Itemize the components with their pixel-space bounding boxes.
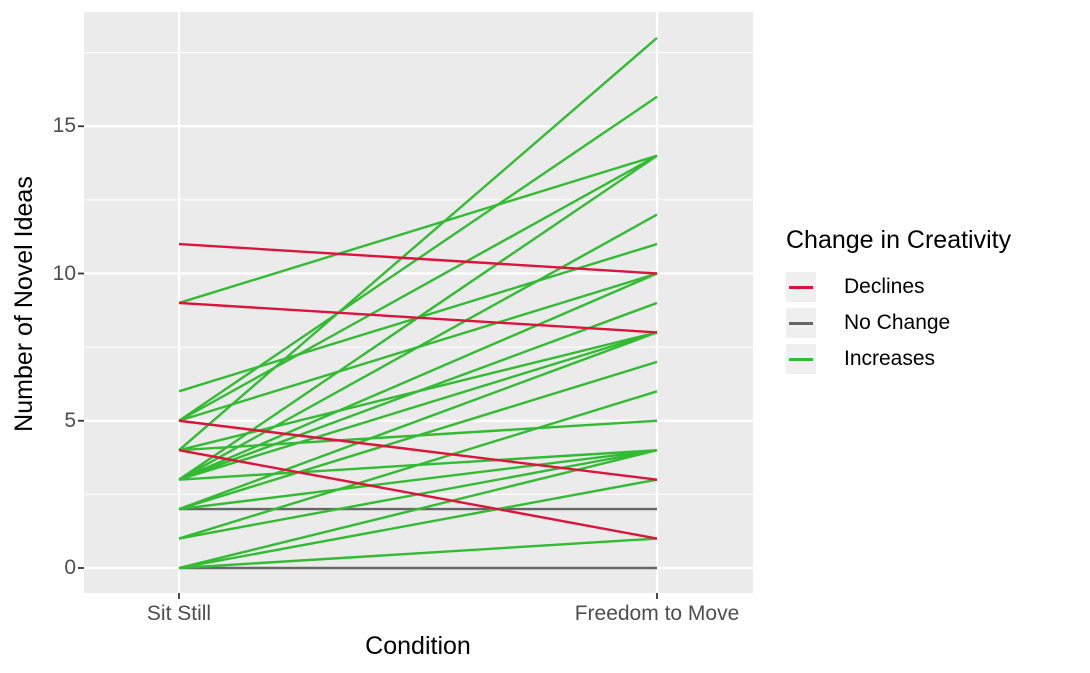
slope-line-increases — [178, 213, 658, 481]
legend-key-no-change — [786, 308, 816, 338]
slope-line-declines — [178, 419, 658, 481]
increases-line-swatch-icon — [789, 357, 813, 361]
slope-line-declines — [178, 449, 658, 540]
slope-line-increases — [178, 36, 658, 452]
y-tick-label-0: 0 — [64, 556, 76, 579]
slope-line-increases — [178, 331, 658, 511]
slope-line-increases — [178, 537, 658, 570]
x-axis-title: Condition — [365, 632, 471, 660]
no-change-line-swatch-icon — [789, 321, 813, 325]
y-axis-title: Number of Novel Ideas — [10, 176, 38, 432]
slope-line-increases — [178, 360, 658, 511]
slope-line-increases — [178, 478, 658, 570]
slope-line-increases — [178, 154, 658, 305]
slope-line-declines — [178, 242, 658, 275]
legend-label-increases: Increases — [844, 347, 936, 370]
x-tick-label-sit-still: Sit Still — [146, 602, 212, 625]
legend-key-increases — [786, 344, 816, 374]
y-tick-label-15: 15 — [52, 114, 76, 137]
y-tick-label-5: 5 — [64, 409, 76, 432]
declines-line-swatch-icon — [789, 285, 813, 289]
x-tick-label-freedom-to-move: Freedom to Move — [574, 602, 740, 625]
slope-line-increases — [178, 301, 658, 481]
legend-row-no-change: No Change — [786, 308, 1086, 338]
slope-line-declines — [178, 301, 658, 334]
slope-line-increases — [178, 331, 658, 481]
slope-line-increases — [178, 272, 658, 481]
legend-title: Change in Creativity — [786, 226, 1012, 254]
slope-line-increases — [178, 154, 658, 422]
slope-line-increases — [178, 449, 658, 511]
legend-label-no-change: No Change — [844, 311, 951, 334]
panel-background — [84, 12, 753, 593]
legend: Change in Creativity Declines No Change … — [786, 226, 1086, 380]
legend-label-declines: Declines — [844, 275, 925, 298]
legend-key-declines — [786, 272, 816, 302]
y-tick-label-10: 10 — [52, 262, 76, 285]
legend-row-declines: Declines — [786, 272, 1086, 302]
slope-line-increases — [178, 390, 658, 540]
legend-row-increases: Increases — [786, 344, 1086, 374]
